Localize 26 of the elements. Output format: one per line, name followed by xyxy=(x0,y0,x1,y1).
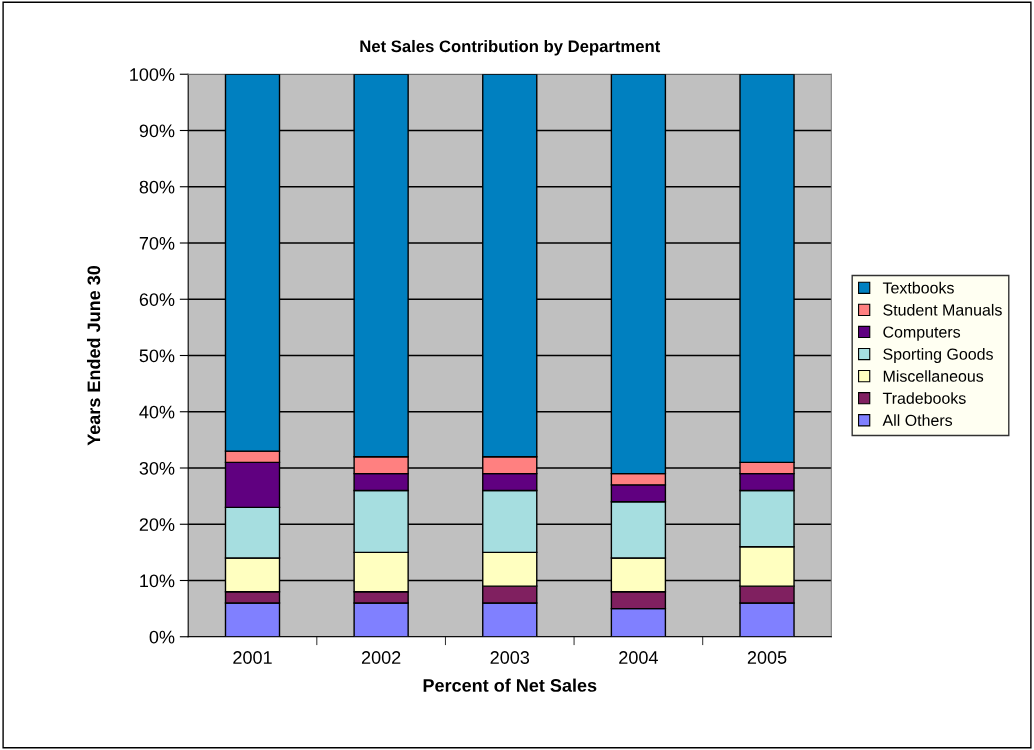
y-tick-label: 80% xyxy=(139,180,175,194)
legend-label: Tradebooks xyxy=(882,392,966,404)
y-tick-label: 70% xyxy=(139,236,175,250)
legend-label: Computers xyxy=(883,326,961,341)
x-tick-label: 2004 xyxy=(619,651,658,664)
y-tick-label: 20% xyxy=(139,518,175,531)
x-tick-label: 2002 xyxy=(361,651,401,664)
x-tick-label: 2001 xyxy=(233,651,272,664)
y-tick-label: 40% xyxy=(139,405,175,419)
y-tick-label: 10% xyxy=(140,574,175,588)
legend-label: Textbooks xyxy=(882,281,954,294)
y-tick-label: 90% xyxy=(139,124,175,138)
y-tick-label: 100% xyxy=(130,68,175,81)
legend-label: All Others xyxy=(882,414,953,427)
x-tick-label: 2003 xyxy=(490,651,530,664)
y-axis-title: Years Ended June 30 xyxy=(86,265,101,446)
y-tick-label: 50% xyxy=(139,349,175,363)
y-tick-label: 60% xyxy=(139,293,175,306)
legend-label: Student Manuals xyxy=(883,303,1002,316)
legend-label: Sporting Goods xyxy=(883,348,993,363)
legend-label: Miscellaneous xyxy=(883,370,984,382)
y-tick-label: 0% xyxy=(149,630,175,644)
x-tick-label: 2005 xyxy=(747,651,787,664)
chart-title: Net Sales Contribution by Department xyxy=(360,39,661,56)
x-axis-title: Percent of Net Sales xyxy=(423,678,597,692)
y-tick-label: 30% xyxy=(139,461,175,475)
